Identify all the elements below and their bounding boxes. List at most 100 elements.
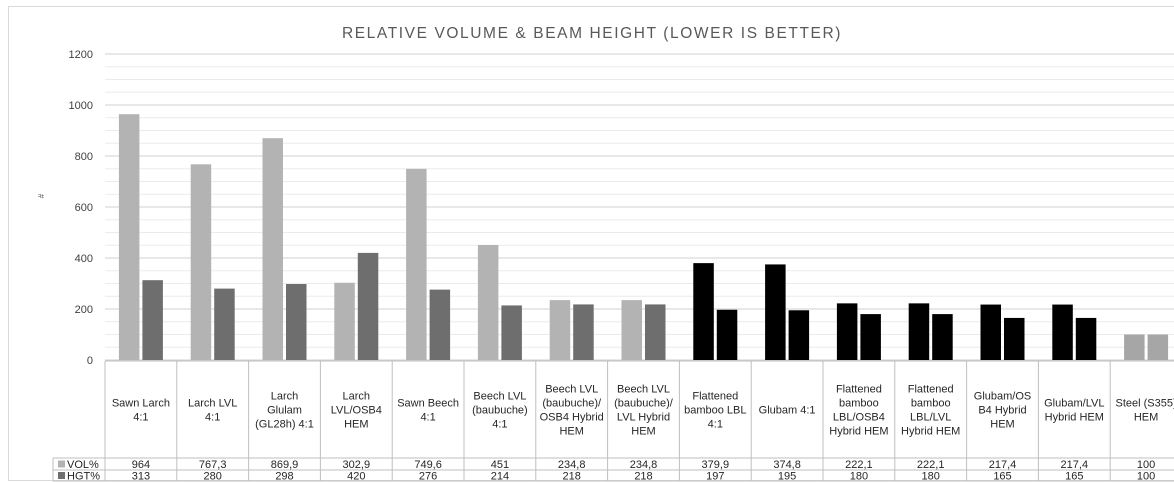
data-label-vol: 869,9 <box>271 459 299 471</box>
category-label: Flattened bamboo LBL 4:1 <box>684 391 746 431</box>
chart-title: RELATIVE VOLUME & BEAM HEIGHT (LOWER IS … <box>342 25 842 42</box>
category-label-line: Flattened <box>908 384 954 396</box>
category-label-line: 4:1 <box>133 412 148 424</box>
category-label-line: LBL/OSB4 <box>833 412 885 424</box>
legend-key-hgt <box>58 472 65 479</box>
bar-vol <box>477 244 499 360</box>
bar-hgt <box>932 314 953 360</box>
data-label-hgt: 313 <box>132 471 150 483</box>
data-label-hgt: 197 <box>706 471 724 483</box>
data-label-vol: 100 <box>1137 459 1155 471</box>
category-label: Glubam/OS B4 Hybrid HEM <box>974 391 1031 431</box>
bar-hgt <box>645 304 666 360</box>
bar-hgt <box>716 309 738 360</box>
category-label-line: Steel (S355) <box>1116 398 1174 410</box>
category-label-line: 4:1 <box>708 419 723 431</box>
bar-hgt <box>501 305 522 360</box>
data-label-vol: 767,3 <box>199 459 227 471</box>
y-tick-label: 800 <box>75 151 93 163</box>
bars <box>118 114 1169 361</box>
category-label: Beech LVL (baubuche)/ OSB4 Hybrid HEM <box>540 384 604 438</box>
category-label: Glubam 4:1 <box>759 405 816 417</box>
legend-name-vol: VOL% <box>67 459 99 471</box>
data-table: Sawn Larch 4:1 Larch LVL 4:1 Larch Glulam (GL2… <box>52 360 1174 483</box>
data-label-hgt: 214 <box>491 471 509 483</box>
data-label-hgt: 218 <box>563 471 581 483</box>
bar-hgt <box>573 304 594 360</box>
category-label-line: B4 Hybrid <box>978 405 1026 417</box>
category-label-line: 4:1 <box>492 419 507 431</box>
data-label-vol: 234,8 <box>630 459 658 471</box>
category-label-line: Beech LVL <box>617 384 670 396</box>
category-label-line: (GL28h) 4:1 <box>255 419 314 431</box>
category-label-line: Larch <box>271 391 299 403</box>
data-label-hgt: 165 <box>993 471 1011 483</box>
data-label-hgt: 218 <box>634 471 652 483</box>
bar-vol <box>406 168 427 360</box>
category-label-line: Glubam 4:1 <box>759 405 816 417</box>
data-label-vol: 222,1 <box>917 459 945 471</box>
bar-vol <box>836 303 858 360</box>
category-label-line: LVL Hybrid <box>617 412 670 424</box>
category-label: Sawn Larch 4:1 <box>112 398 170 424</box>
category-label-line: HEM <box>990 419 1014 431</box>
bar-hgt <box>1147 334 1169 360</box>
category-label: Flattened bamboo LBL/OSB4 Hybrid HEM <box>829 384 888 438</box>
bar-vol <box>190 164 212 360</box>
bar-hgt <box>214 288 235 360</box>
category-label-line: Sawn Larch <box>112 398 170 410</box>
bar-vol <box>334 282 355 360</box>
category-label-line: LBL/LVL <box>910 412 951 424</box>
bar-vol <box>1052 304 1073 360</box>
y-axis-ticks: 0 200 400 600 800 1000 1200 <box>69 49 93 367</box>
category-label-line: OSB4 Hybrid <box>540 412 604 424</box>
category-label-line: LVL/OSB4 <box>331 405 382 417</box>
category-label-line: Flattened <box>836 384 882 396</box>
bar-vol <box>1124 334 1145 360</box>
bar-vol <box>118 114 140 361</box>
bar-hgt <box>788 310 810 360</box>
category-label-line: 4:1 <box>205 412 220 424</box>
category-label-line: Larch <box>343 391 371 403</box>
category-label-line: Sawn Beech <box>397 398 459 410</box>
legend-key-vol <box>58 460 65 468</box>
y-tick-label: 200 <box>75 304 93 316</box>
category-label-line: bamboo LBL <box>684 405 746 417</box>
bar-vol <box>262 138 283 360</box>
category-label-line: Glubam/LVL <box>1044 398 1104 410</box>
data-label-hgt: 280 <box>204 471 222 483</box>
data-label-vol: 964 <box>132 459 150 471</box>
category-label-line: Hybrid HEM <box>1045 412 1104 424</box>
legend-name-hgt: HGT% <box>67 471 100 483</box>
bar-vol <box>549 300 571 360</box>
category-label-line: Flattened <box>692 391 738 403</box>
category-label-line: Larch LVL <box>188 398 237 410</box>
data-label-vol: 302,9 <box>343 459 371 471</box>
data-label-hgt: 420 <box>347 471 365 483</box>
category-label-line: HEM <box>344 419 368 431</box>
category-label: Sawn Beech 4:1 <box>397 398 459 424</box>
bar-hgt <box>1075 317 1097 360</box>
category-label: Larch LVL/OSB4 HEM <box>331 391 382 431</box>
category-label: Beech LVL (baubuche) 4:1 <box>472 391 528 431</box>
bar-vol <box>980 304 1001 360</box>
category-label: Glubam/LVL Hybrid HEM <box>1044 398 1104 424</box>
category-label-line: Beech LVL <box>473 391 526 403</box>
category-label-line: (baubuche)/ <box>614 398 674 410</box>
data-label-hgt: 195 <box>778 471 796 483</box>
bar-hgt <box>860 314 881 360</box>
bar-hgt <box>357 252 379 360</box>
category-label-line: (baubuche) <box>472 405 528 417</box>
category-label-line: bamboo <box>911 398 951 410</box>
bar-vol <box>765 264 786 360</box>
category-label-line: 4:1 <box>420 412 435 424</box>
gridlines <box>105 53 1174 361</box>
data-label-vol: 749,6 <box>414 459 442 471</box>
category-label-line: Beech LVL <box>545 384 598 396</box>
bar-hgt <box>142 280 163 360</box>
category-label-line: Glulam <box>267 405 302 417</box>
category-label-line: (baubuche)/ <box>542 398 602 410</box>
y-tick-label: 400 <box>75 253 93 265</box>
bar-vol <box>621 300 642 360</box>
y-tick-label: 1000 <box>69 100 93 112</box>
